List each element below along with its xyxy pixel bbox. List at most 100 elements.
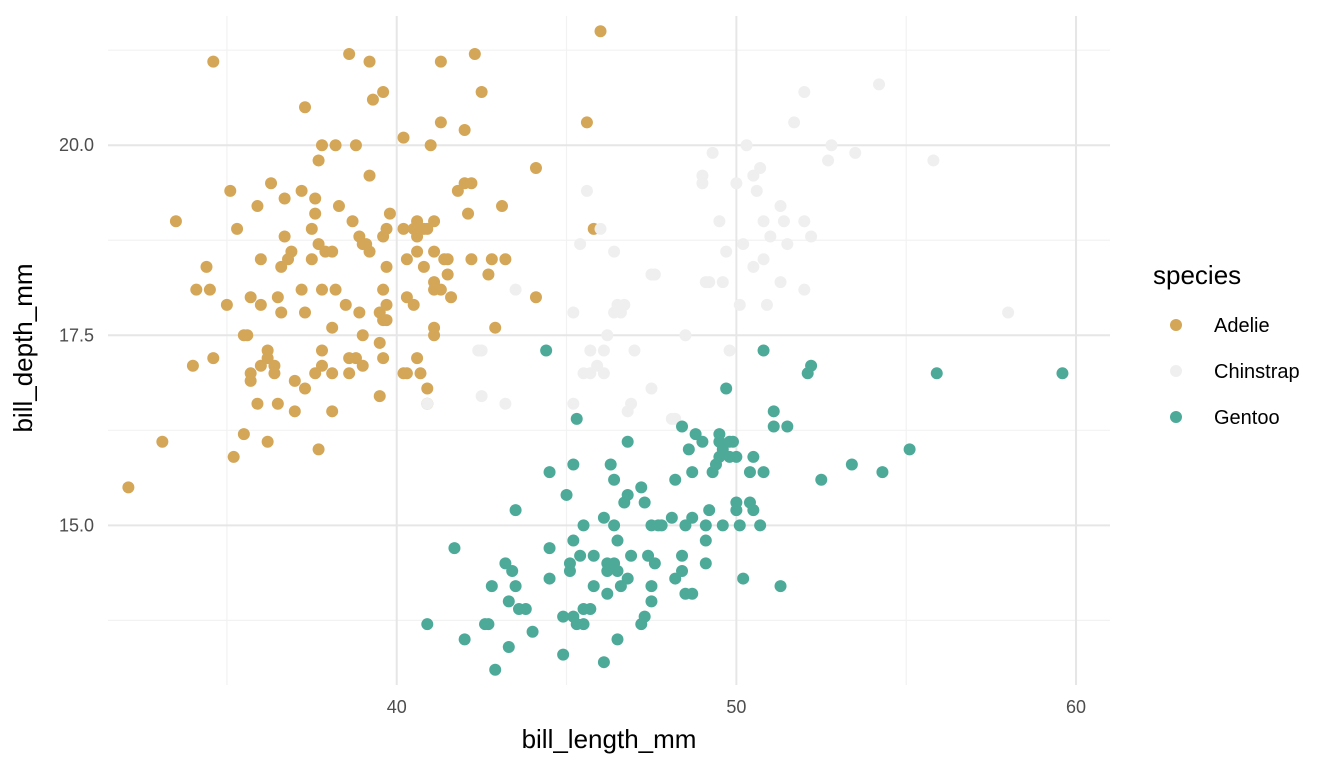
data-point bbox=[441, 253, 454, 266]
data-point bbox=[580, 184, 593, 197]
data-point bbox=[380, 314, 393, 327]
data-point bbox=[608, 245, 621, 258]
data-point bbox=[363, 169, 376, 182]
x-tick-labels: 40 50 60 bbox=[387, 697, 1086, 717]
data-point bbox=[540, 344, 553, 357]
data-point bbox=[645, 268, 658, 281]
data-point bbox=[363, 55, 376, 68]
legend-key-chinstrap bbox=[1170, 365, 1182, 377]
data-point bbox=[720, 382, 733, 395]
data-point bbox=[326, 367, 339, 380]
legend-label-gentoo: Gentoo bbox=[1214, 407, 1280, 429]
data-point bbox=[655, 519, 668, 532]
data-point bbox=[312, 154, 325, 167]
data-point bbox=[254, 298, 267, 311]
data-point bbox=[740, 139, 753, 152]
data-point bbox=[244, 291, 257, 304]
data-point bbox=[353, 306, 366, 319]
data-point bbox=[356, 359, 369, 372]
data-point bbox=[468, 48, 481, 61]
data-point bbox=[305, 253, 318, 266]
data-point bbox=[496, 200, 509, 213]
data-point bbox=[509, 580, 522, 593]
data-point bbox=[475, 390, 488, 403]
data-point bbox=[845, 458, 858, 471]
data-point bbox=[686, 511, 699, 524]
data-point bbox=[587, 580, 600, 593]
data-point bbox=[757, 344, 770, 357]
data-point bbox=[489, 663, 502, 676]
data-point bbox=[754, 519, 767, 532]
data-point bbox=[597, 511, 610, 524]
data-point bbox=[621, 488, 634, 501]
data-point bbox=[400, 367, 413, 380]
data-point bbox=[278, 192, 291, 205]
data-point bbox=[699, 557, 712, 570]
data-point bbox=[441, 268, 454, 281]
data-point bbox=[686, 466, 699, 479]
data-point bbox=[434, 55, 447, 68]
data-point bbox=[485, 253, 498, 266]
legend-key-gentoo bbox=[1170, 411, 1182, 423]
data-point bbox=[526, 625, 539, 638]
data-point bbox=[873, 78, 886, 91]
data-point bbox=[682, 443, 695, 456]
data-point bbox=[475, 86, 488, 99]
data-point bbox=[499, 397, 512, 410]
data-point bbox=[190, 283, 203, 296]
data-point bbox=[594, 222, 607, 235]
data-point bbox=[285, 245, 298, 258]
data-point bbox=[315, 139, 328, 152]
data-point bbox=[750, 184, 763, 197]
data-point bbox=[560, 488, 573, 501]
data-point bbox=[716, 519, 729, 532]
data-point bbox=[567, 534, 580, 547]
data-point bbox=[713, 215, 726, 228]
data-point bbox=[638, 610, 651, 623]
data-point bbox=[363, 245, 376, 258]
data-point bbox=[462, 207, 475, 220]
data-point bbox=[597, 656, 610, 669]
data-point bbox=[203, 283, 216, 296]
data-point bbox=[567, 458, 580, 471]
data-point bbox=[186, 359, 199, 372]
data-point bbox=[332, 200, 345, 213]
data-point bbox=[577, 519, 590, 532]
data-point bbox=[543, 572, 556, 585]
data-point bbox=[519, 602, 532, 615]
data-point bbox=[309, 207, 322, 220]
legend: species Adelie Chinstrap Gentoo bbox=[1153, 260, 1300, 429]
data-point bbox=[754, 162, 767, 175]
data-point bbox=[798, 86, 811, 99]
data-point bbox=[720, 245, 733, 258]
data-point bbox=[383, 207, 396, 220]
data-point bbox=[584, 602, 597, 615]
data-point bbox=[506, 564, 519, 577]
data-point bbox=[747, 504, 760, 517]
series-gentoo bbox=[421, 344, 1069, 676]
data-point bbox=[876, 466, 889, 479]
data-point bbox=[760, 298, 773, 311]
data-point bbox=[445, 291, 458, 304]
x-tick-label: 50 bbox=[726, 697, 746, 717]
data-point bbox=[502, 640, 515, 653]
data-point bbox=[1056, 367, 1069, 380]
data-point bbox=[529, 291, 542, 304]
data-point bbox=[397, 131, 410, 144]
data-point bbox=[781, 420, 794, 433]
data-point bbox=[767, 420, 780, 433]
data-point bbox=[529, 162, 542, 175]
data-point bbox=[604, 458, 617, 471]
data-point bbox=[380, 260, 393, 273]
y-tick-labels: 15.0 17.5 20.0 bbox=[59, 135, 94, 535]
data-point bbox=[411, 245, 424, 258]
data-point bbox=[434, 116, 447, 129]
data-point bbox=[638, 496, 651, 509]
data-point bbox=[747, 450, 760, 463]
data-point bbox=[315, 359, 328, 372]
data-point bbox=[757, 253, 770, 266]
data-point bbox=[774, 200, 787, 213]
data-point bbox=[825, 139, 838, 152]
data-point bbox=[706, 146, 719, 159]
data-point bbox=[822, 154, 835, 167]
